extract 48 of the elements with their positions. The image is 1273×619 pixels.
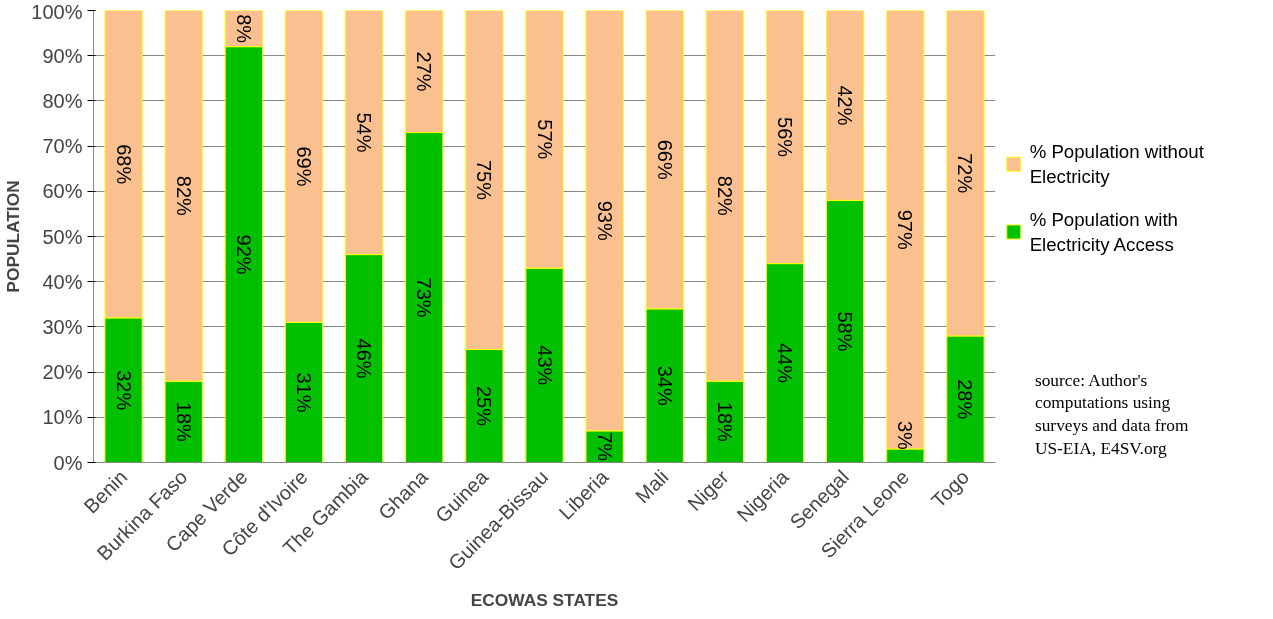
- x-axis-title: ECOWAS STATES: [470, 589, 619, 610]
- data-label: 66%: [653, 139, 676, 180]
- source-note: source: Author's computations using surveys and data from US-EIA, E4SV.org: [1034, 370, 1189, 458]
- data-label: 25%: [473, 385, 496, 427]
- data-label: 57%: [533, 119, 556, 160]
- y-tick-label: 100%: [31, 0, 83, 23]
- data-label: 73%: [413, 277, 436, 318]
- y-tick-label: 40%: [42, 270, 83, 293]
- data-label: 3%: [894, 420, 917, 451]
- data-label: 75%: [473, 159, 496, 201]
- data-label: 92%: [232, 234, 255, 275]
- data-label: 97%: [894, 209, 917, 250]
- data-label: 56%: [774, 117, 797, 158]
- data-label: 46%: [353, 338, 376, 379]
- data-label: 54%: [353, 112, 376, 153]
- data-label: 31%: [292, 372, 315, 413]
- y-tick-label: 60%: [42, 180, 83, 203]
- y-tick-label: 20%: [42, 361, 83, 384]
- data-label: 93%: [593, 200, 616, 241]
- data-label: 58%: [834, 311, 857, 352]
- legend-label: % Population with Electricity Access: [1029, 208, 1178, 256]
- data-label: 82%: [172, 175, 195, 217]
- y-tick-label: 90%: [42, 44, 83, 67]
- legend-label: % Population without Electricity: [1029, 141, 1205, 188]
- data-label: 8%: [232, 14, 255, 44]
- data-label: 28%: [954, 379, 977, 420]
- data-label: 27%: [413, 51, 436, 92]
- y-axis-title: POPULATION: [3, 180, 24, 293]
- data-label: 7%: [593, 432, 616, 462]
- data-label: 34%: [653, 365, 676, 406]
- data-label: 44%: [774, 343, 797, 384]
- data-label: 68%: [112, 144, 135, 185]
- data-label: 72%: [954, 153, 977, 194]
- data-label: 18%: [172, 401, 195, 443]
- y-tick-label: 30%: [42, 315, 83, 338]
- y-tick-label: 80%: [42, 89, 83, 112]
- data-label: 82%: [713, 175, 736, 217]
- y-tick-label: 70%: [42, 135, 83, 158]
- y-tick-label: 50%: [42, 225, 83, 248]
- data-label: 43%: [533, 345, 556, 386]
- y-tick-label: 10%: [42, 406, 83, 429]
- data-label: 18%: [713, 401, 736, 443]
- x-tick-label: Togo: [926, 465, 974, 512]
- data-label: 32%: [112, 370, 135, 411]
- data-label: 69%: [292, 146, 315, 187]
- y-tick-label: 0%: [53, 451, 83, 474]
- x-tick-label: Mali: [631, 465, 673, 508]
- data-label: 42%: [834, 85, 857, 126]
